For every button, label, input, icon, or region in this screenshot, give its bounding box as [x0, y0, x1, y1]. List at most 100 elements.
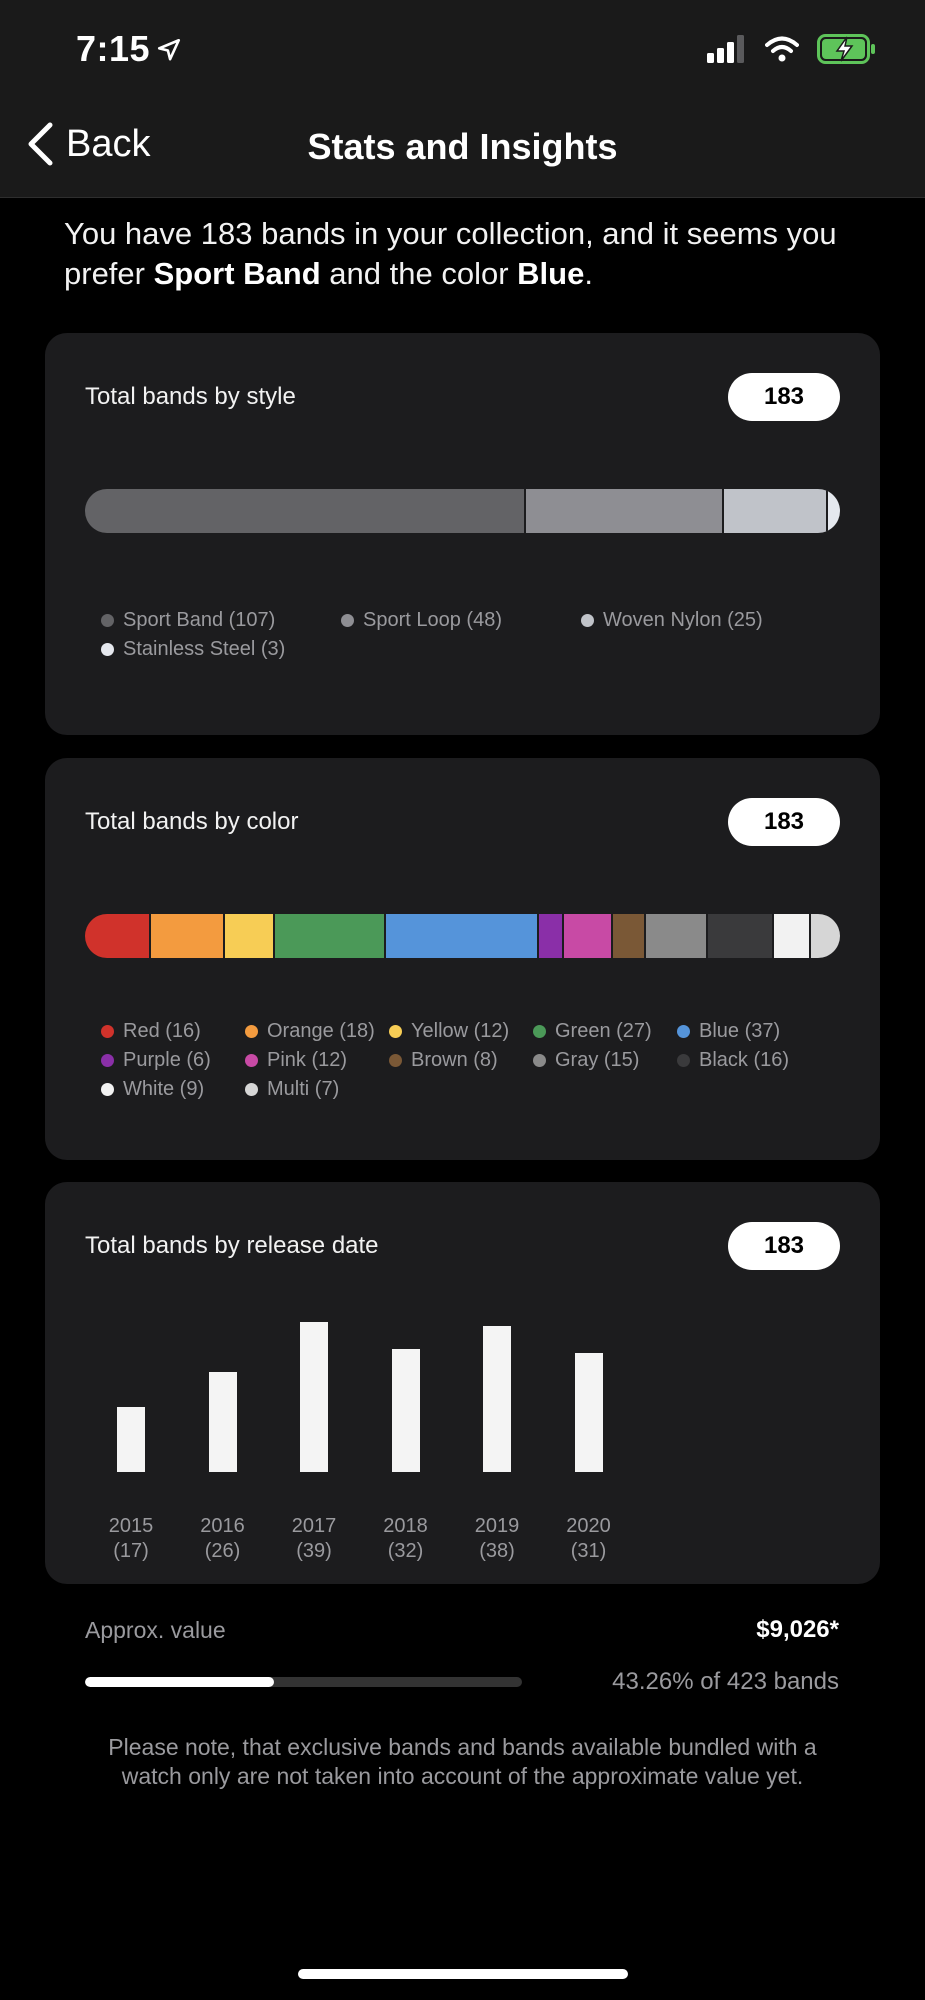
- style-segment-woven-nylon: [724, 489, 828, 533]
- style-legend-label: Sport Loop (48): [363, 608, 502, 631]
- back-button[interactable]: Back: [26, 122, 150, 166]
- color-legend-label: Gray (15): [555, 1048, 640, 1071]
- release-x-label-year: 2017: [291, 1515, 337, 1537]
- disclaimer-note: Please note, that exclusive bands and ba…: [108, 1734, 817, 1789]
- color-legend-dot-brown: [389, 1053, 402, 1067]
- color-legend-item-green: Green (27): [533, 1019, 677, 1043]
- color-legend-label: Pink (12): [267, 1048, 348, 1071]
- battery-charging-icon: [817, 34, 875, 64]
- status-icons: [707, 34, 877, 64]
- chevron-left-icon: [28, 122, 53, 166]
- style-card: Total bands by style 183 Sport Band (107…: [45, 333, 880, 735]
- color-legend-item-red: Red (16): [101, 1019, 245, 1043]
- release-bar-2017: [300, 1322, 328, 1472]
- cellular-signal-icon: [707, 35, 744, 63]
- color-legend-label: Yellow (12): [411, 1019, 510, 1042]
- release-x-label-2016: 2016 (26): [178, 1514, 268, 1564]
- release-x-label-count: (17): [113, 1540, 149, 1562]
- release-card: Total bands by release date 183 2015 (17)…: [45, 1182, 880, 1584]
- release-bar-2015: [117, 1406, 145, 1472]
- color-segment-yellow: [225, 914, 275, 958]
- release-total-badge: 183: [728, 1222, 840, 1270]
- color-legend-label: Purple (6): [123, 1048, 211, 1071]
- color-legend-dot-blue: [677, 1024, 690, 1038]
- color-legend-item-purple: Purple (6): [101, 1048, 245, 1072]
- release-x-label-year: 2018: [383, 1515, 428, 1537]
- home-indicator[interactable]: [298, 1969, 628, 1979]
- release-bar-2020: [574, 1352, 603, 1472]
- status-bar: 7:15: [0, 0, 925, 100]
- color-legend-dot-black: [677, 1053, 690, 1067]
- color-segment-green: [274, 914, 387, 958]
- style-segment-stainless-steel: [827, 489, 840, 533]
- color-segment-white: [773, 914, 812, 958]
- style-segment-sport-loop: [526, 489, 725, 533]
- color-legend-dot-multi: [245, 1082, 258, 1096]
- wifi-icon: [765, 36, 799, 62]
- style-legend-label: Woven Nylon (25): [603, 608, 763, 631]
- color-segment-red: [85, 914, 151, 958]
- color-legend-dot-gray: [533, 1053, 546, 1067]
- style-legend-dot-woven-nylon: [581, 613, 594, 627]
- release-x-label-count: (32): [387, 1540, 424, 1562]
- intro-text-middle: and the color: [320, 256, 518, 291]
- collection-progress-text: 43.26% of 423 bands: [612, 1668, 839, 1695]
- color-segment-pink: [563, 914, 614, 958]
- style-legend-dot-sport-band: [101, 613, 114, 627]
- style-segment-sport-band: [85, 489, 527, 533]
- color-segment-brown: [613, 914, 647, 958]
- color-legend-item-white: White (9): [101, 1077, 245, 1101]
- style-legend-label: Stainless Steel (3): [123, 637, 286, 660]
- style-legend-item-woven-nylon: Woven Nylon (25): [581, 608, 821, 632]
- style-legend-item-sport-band: Sport Band (107): [101, 608, 341, 632]
- intro-preferred-style: Sport Band: [153, 256, 321, 291]
- release-x-label-count: (26): [204, 1540, 241, 1562]
- color-legend-dot-orange: [245, 1024, 258, 1038]
- color-legend-item-yellow: Yellow (12): [389, 1019, 533, 1043]
- release-x-label-year: 2020: [566, 1515, 611, 1537]
- release-x-label-count: (39): [296, 1540, 332, 1562]
- color-legend-label: Multi (7): [267, 1077, 340, 1100]
- release-bar-chart: [85, 1322, 625, 1472]
- color-legend-item-blue: Blue (37): [677, 1019, 821, 1043]
- release-x-label-2019: 2019 (38): [452, 1514, 542, 1564]
- release-x-label-2018: 2018 (32): [361, 1514, 451, 1564]
- color-segment-multi: [811, 914, 840, 958]
- approx-value-amount: $9,026*: [756, 1616, 839, 1643]
- style-legend: Sport Band (107) Sport Loop (48) Woven Nyl…: [101, 608, 861, 661]
- style-legend-dot-stainless-steel: [101, 642, 114, 656]
- release-bar-2019: [483, 1325, 511, 1472]
- intro-text-before: You have 183 bands in your collection, a…: [64, 216, 837, 291]
- color-stacked-bar: [85, 914, 840, 958]
- color-legend-item-gray: Gray (15): [533, 1048, 677, 1072]
- style-legend-label: Sport Band (107): [123, 608, 276, 631]
- back-label: Back: [66, 122, 151, 165]
- color-legend: Red (16) Orange (18) Yellow (12) Green (27)…: [101, 1019, 861, 1101]
- location-arrow-icon: [158, 38, 181, 61]
- color-legend-item-orange: Orange (18): [245, 1019, 389, 1043]
- color-legend-dot-white: [101, 1082, 114, 1096]
- release-x-label-2015: 2015 (17): [86, 1514, 176, 1564]
- release-x-label-year: 2016: [200, 1515, 245, 1537]
- color-legend-label: Red (16): [123, 1019, 201, 1042]
- color-segment-purple: [538, 914, 564, 958]
- color-segment-blue: [386, 914, 539, 958]
- color-total-badge: 183: [728, 798, 840, 846]
- style-stacked-bar: [85, 489, 840, 533]
- color-legend-dot-red: [101, 1024, 114, 1038]
- release-x-label-2017: 2017 (39): [269, 1514, 359, 1564]
- color-legend-label: Blue (37): [699, 1019, 781, 1042]
- color-legend-item-multi: Multi (7): [245, 1077, 389, 1101]
- intro-preferred-color: Blue: [517, 256, 585, 291]
- navigation-bar: Back Stats and Insights: [0, 100, 925, 198]
- style-total-badge: 183: [728, 373, 840, 421]
- style-legend-item-sport-loop: Sport Loop (48): [341, 608, 581, 632]
- color-legend-item-brown: Brown (8): [389, 1048, 533, 1072]
- color-segment-orange: [151, 914, 226, 958]
- color-segment-black: [707, 914, 774, 958]
- collection-progress-fill: [85, 1677, 275, 1687]
- release-x-label-count: (38): [479, 1540, 515, 1562]
- color-card-title: Total bands by color: [85, 808, 299, 835]
- release-x-label-year: 2019: [474, 1515, 520, 1537]
- color-legend-dot-purple: [101, 1053, 114, 1067]
